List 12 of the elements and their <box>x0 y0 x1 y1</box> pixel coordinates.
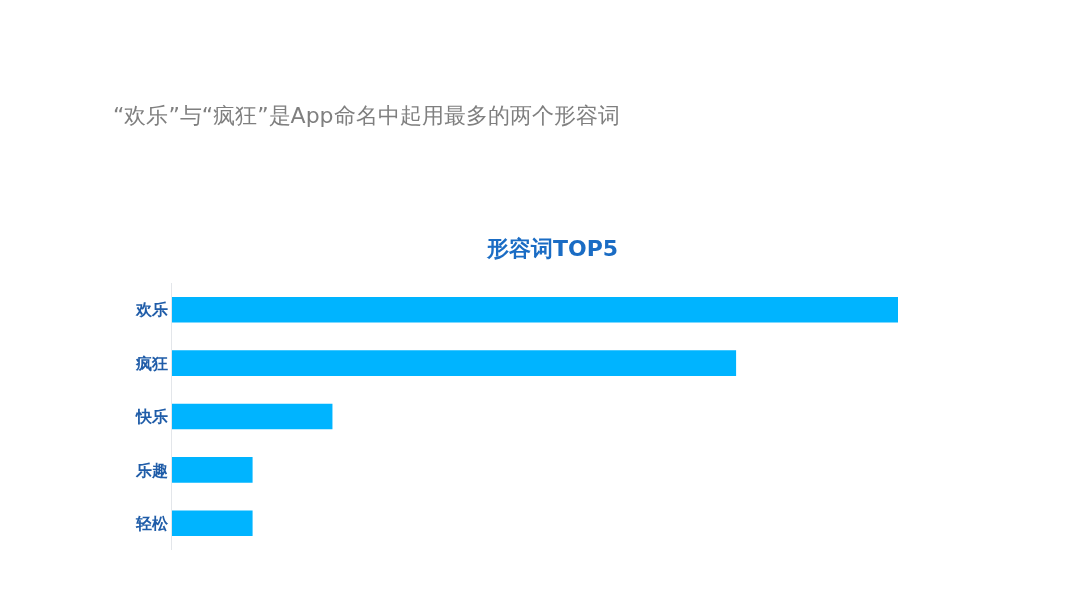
chart-subtitle: 形容词TOP5 <box>486 236 619 261</box>
y-tick-label: 乐趣 <box>134 460 168 480</box>
bar <box>172 510 253 537</box>
y-tick-label: 快乐 <box>134 407 168 427</box>
bar <box>172 457 253 483</box>
bar <box>172 350 737 376</box>
y-tick-label: 欢乐 <box>134 300 168 320</box>
y-tick-label: 轻松 <box>134 513 169 533</box>
bar <box>172 403 333 430</box>
chart-title: “欢乐”与“疯狂”是App命名中起用最多的两个形容词 <box>113 102 620 128</box>
y-tick-label: 疯狂 <box>134 353 168 373</box>
bar <box>172 296 898 323</box>
